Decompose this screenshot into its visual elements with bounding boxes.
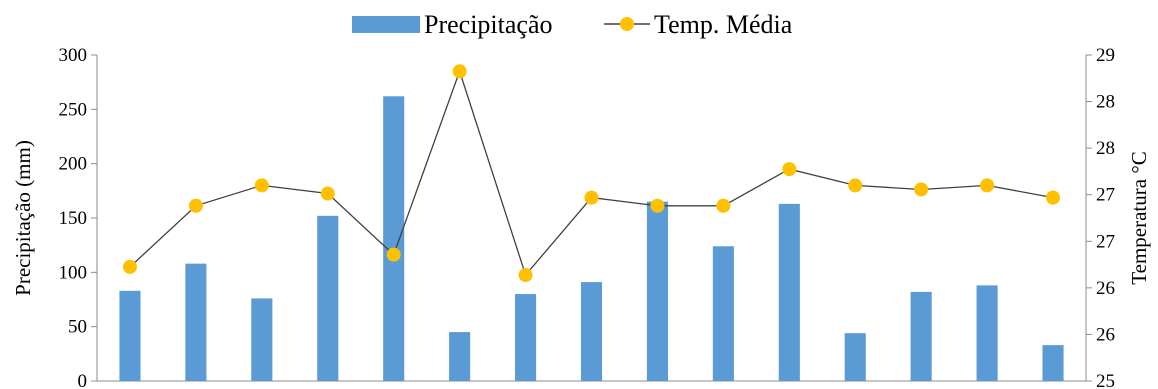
- precipitation-bar: [449, 332, 471, 381]
- precipitation-bar: [251, 298, 273, 381]
- left-tick-label: 0: [78, 371, 88, 389]
- right-tick-label: 29: [1096, 45, 1115, 66]
- left-tick-label: 250: [59, 99, 88, 120]
- right-tick-label: 25: [1096, 371, 1115, 389]
- temperature-point: [716, 198, 731, 213]
- temperature-point: [188, 198, 203, 213]
- temperature-point: [320, 186, 335, 201]
- precipitation-bar: [119, 290, 141, 381]
- legend-label-precipitacao: Precipitação: [424, 10, 553, 39]
- precipitation-bar: [580, 282, 603, 381]
- left-tick-label: 150: [59, 208, 88, 229]
- temperature-point: [848, 178, 863, 193]
- precipitation-bar: [383, 96, 405, 381]
- right-tick-label: 26: [1096, 278, 1115, 299]
- temperature-point: [386, 247, 401, 262]
- left-axis-ticks: 0 50 100 150 200 250 300: [59, 45, 97, 389]
- right-axis-ticks: 25 26 26 27 27 28 28 29: [1086, 45, 1115, 389]
- temperature-polyline: [129, 69, 1054, 277]
- legend-marker-temp-media: [620, 17, 634, 31]
- temperature-point: [650, 198, 665, 213]
- temperature-point: [452, 64, 467, 79]
- precipitation-bar: [976, 285, 998, 381]
- temperature-point: [980, 178, 995, 193]
- precipitation-bar: [1042, 345, 1064, 381]
- right-tick-label: 28: [1096, 92, 1115, 113]
- chart-legend: Precipitação Temp. Média: [352, 10, 793, 39]
- right-tick-label: 27: [1096, 231, 1115, 252]
- left-tick-label: 300: [59, 45, 88, 66]
- temperature-point: [914, 182, 929, 197]
- precipitation-bar: [317, 215, 339, 381]
- temperature-point: [122, 259, 137, 274]
- precipitation-bar: [778, 203, 800, 381]
- left-tick-label: 200: [59, 154, 88, 175]
- temperature-point: [584, 190, 599, 205]
- temperature-point: [254, 178, 269, 193]
- precipitation-bar: [185, 263, 207, 381]
- temperature-point: [518, 268, 533, 283]
- precipitation-bar: [646, 201, 668, 381]
- right-tick-label: 28: [1096, 138, 1115, 159]
- right-tick-label: 26: [1096, 324, 1115, 345]
- precipitation-bar: [910, 291, 932, 381]
- precipitation-bar: [844, 333, 866, 381]
- left-tick-label: 100: [59, 262, 88, 283]
- right-axis-title: Temperatura °C: [1127, 151, 1151, 284]
- precipitation-bar: [712, 246, 734, 381]
- precipitation-bars: [119, 96, 1064, 381]
- legend-swatch-precipitacao: [352, 16, 420, 33]
- left-tick-label: 50: [68, 317, 87, 338]
- temperature-point: [782, 162, 797, 177]
- legend-label-temp-media: Temp. Média: [654, 10, 793, 39]
- right-tick-label: 27: [1096, 185, 1115, 206]
- temperature-line: [122, 64, 1061, 283]
- precipitation-bar: [515, 294, 537, 381]
- left-axis-title: Precipitação (mm): [11, 140, 35, 296]
- temperature-point: [1046, 190, 1061, 205]
